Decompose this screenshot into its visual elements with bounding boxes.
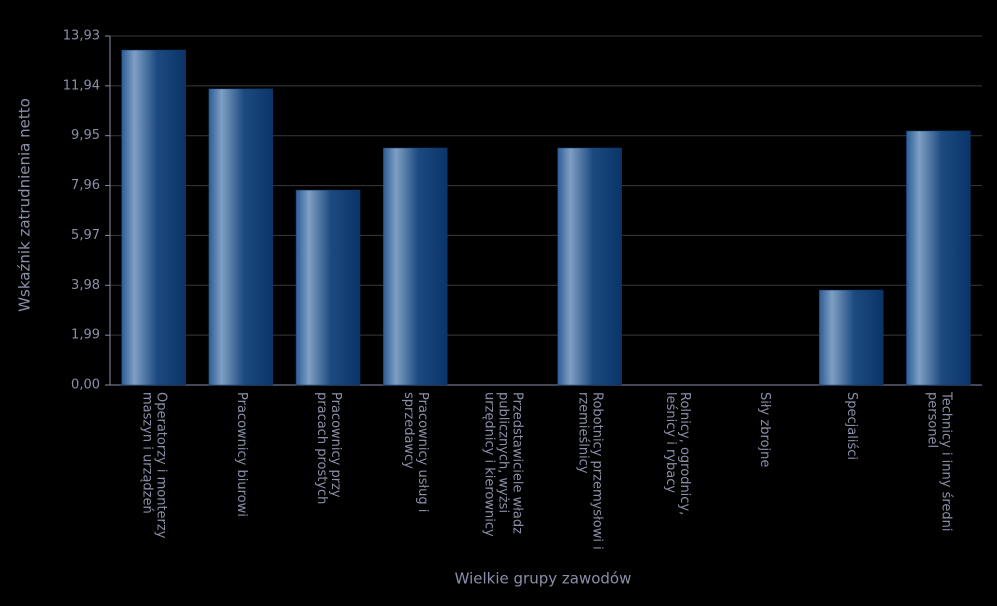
y-axis-title: Wskaźnik zatrudnienia netto bbox=[16, 98, 34, 312]
x-tick-label: Operatorzy i monterzy maszyn i urządzeń bbox=[139, 392, 169, 539]
bar bbox=[557, 147, 622, 386]
y-tick-label: 3,98 bbox=[71, 278, 100, 293]
x-tick-label: Pracownicy usług i sprzedawcy bbox=[401, 392, 431, 513]
bar bbox=[906, 130, 971, 386]
x-tick-label: Technicy i inny średni personel bbox=[924, 392, 954, 532]
y-tick-label: 1,99 bbox=[71, 328, 100, 343]
bar bbox=[818, 289, 884, 386]
x-tick-label: Pracownicy przy pracach prostych bbox=[314, 392, 343, 505]
x-tick-label: Robotnicy przemysłowi i rzemieślnicy bbox=[575, 392, 605, 550]
bar bbox=[208, 88, 274, 386]
x-tick-label: Pracownicy biurowi bbox=[233, 392, 249, 517]
y-tick-label: 5,97 bbox=[71, 228, 100, 243]
y-tick-label: 13,93 bbox=[63, 29, 100, 44]
x-tick-label: Rolnicy, ogrodnicy, leśnicy i rybacy bbox=[662, 392, 692, 516]
x-tick-label: Przedstawiciele władz publicznych, wyżsi… bbox=[481, 392, 525, 537]
y-tick-label: 11,94 bbox=[63, 78, 100, 93]
y-tick-label: 7,96 bbox=[71, 178, 100, 193]
bar bbox=[295, 189, 361, 386]
x-axis-title: Wielkie grupy zawodów bbox=[455, 570, 632, 588]
x-tick-label: Siły zbrojne bbox=[757, 392, 772, 468]
x-tick-label: Specjaliści bbox=[844, 392, 860, 460]
y-tick-label: 0,00 bbox=[71, 378, 100, 393]
y-tick-label: 9,95 bbox=[71, 128, 100, 143]
bar bbox=[382, 147, 448, 386]
bar bbox=[121, 49, 186, 386]
